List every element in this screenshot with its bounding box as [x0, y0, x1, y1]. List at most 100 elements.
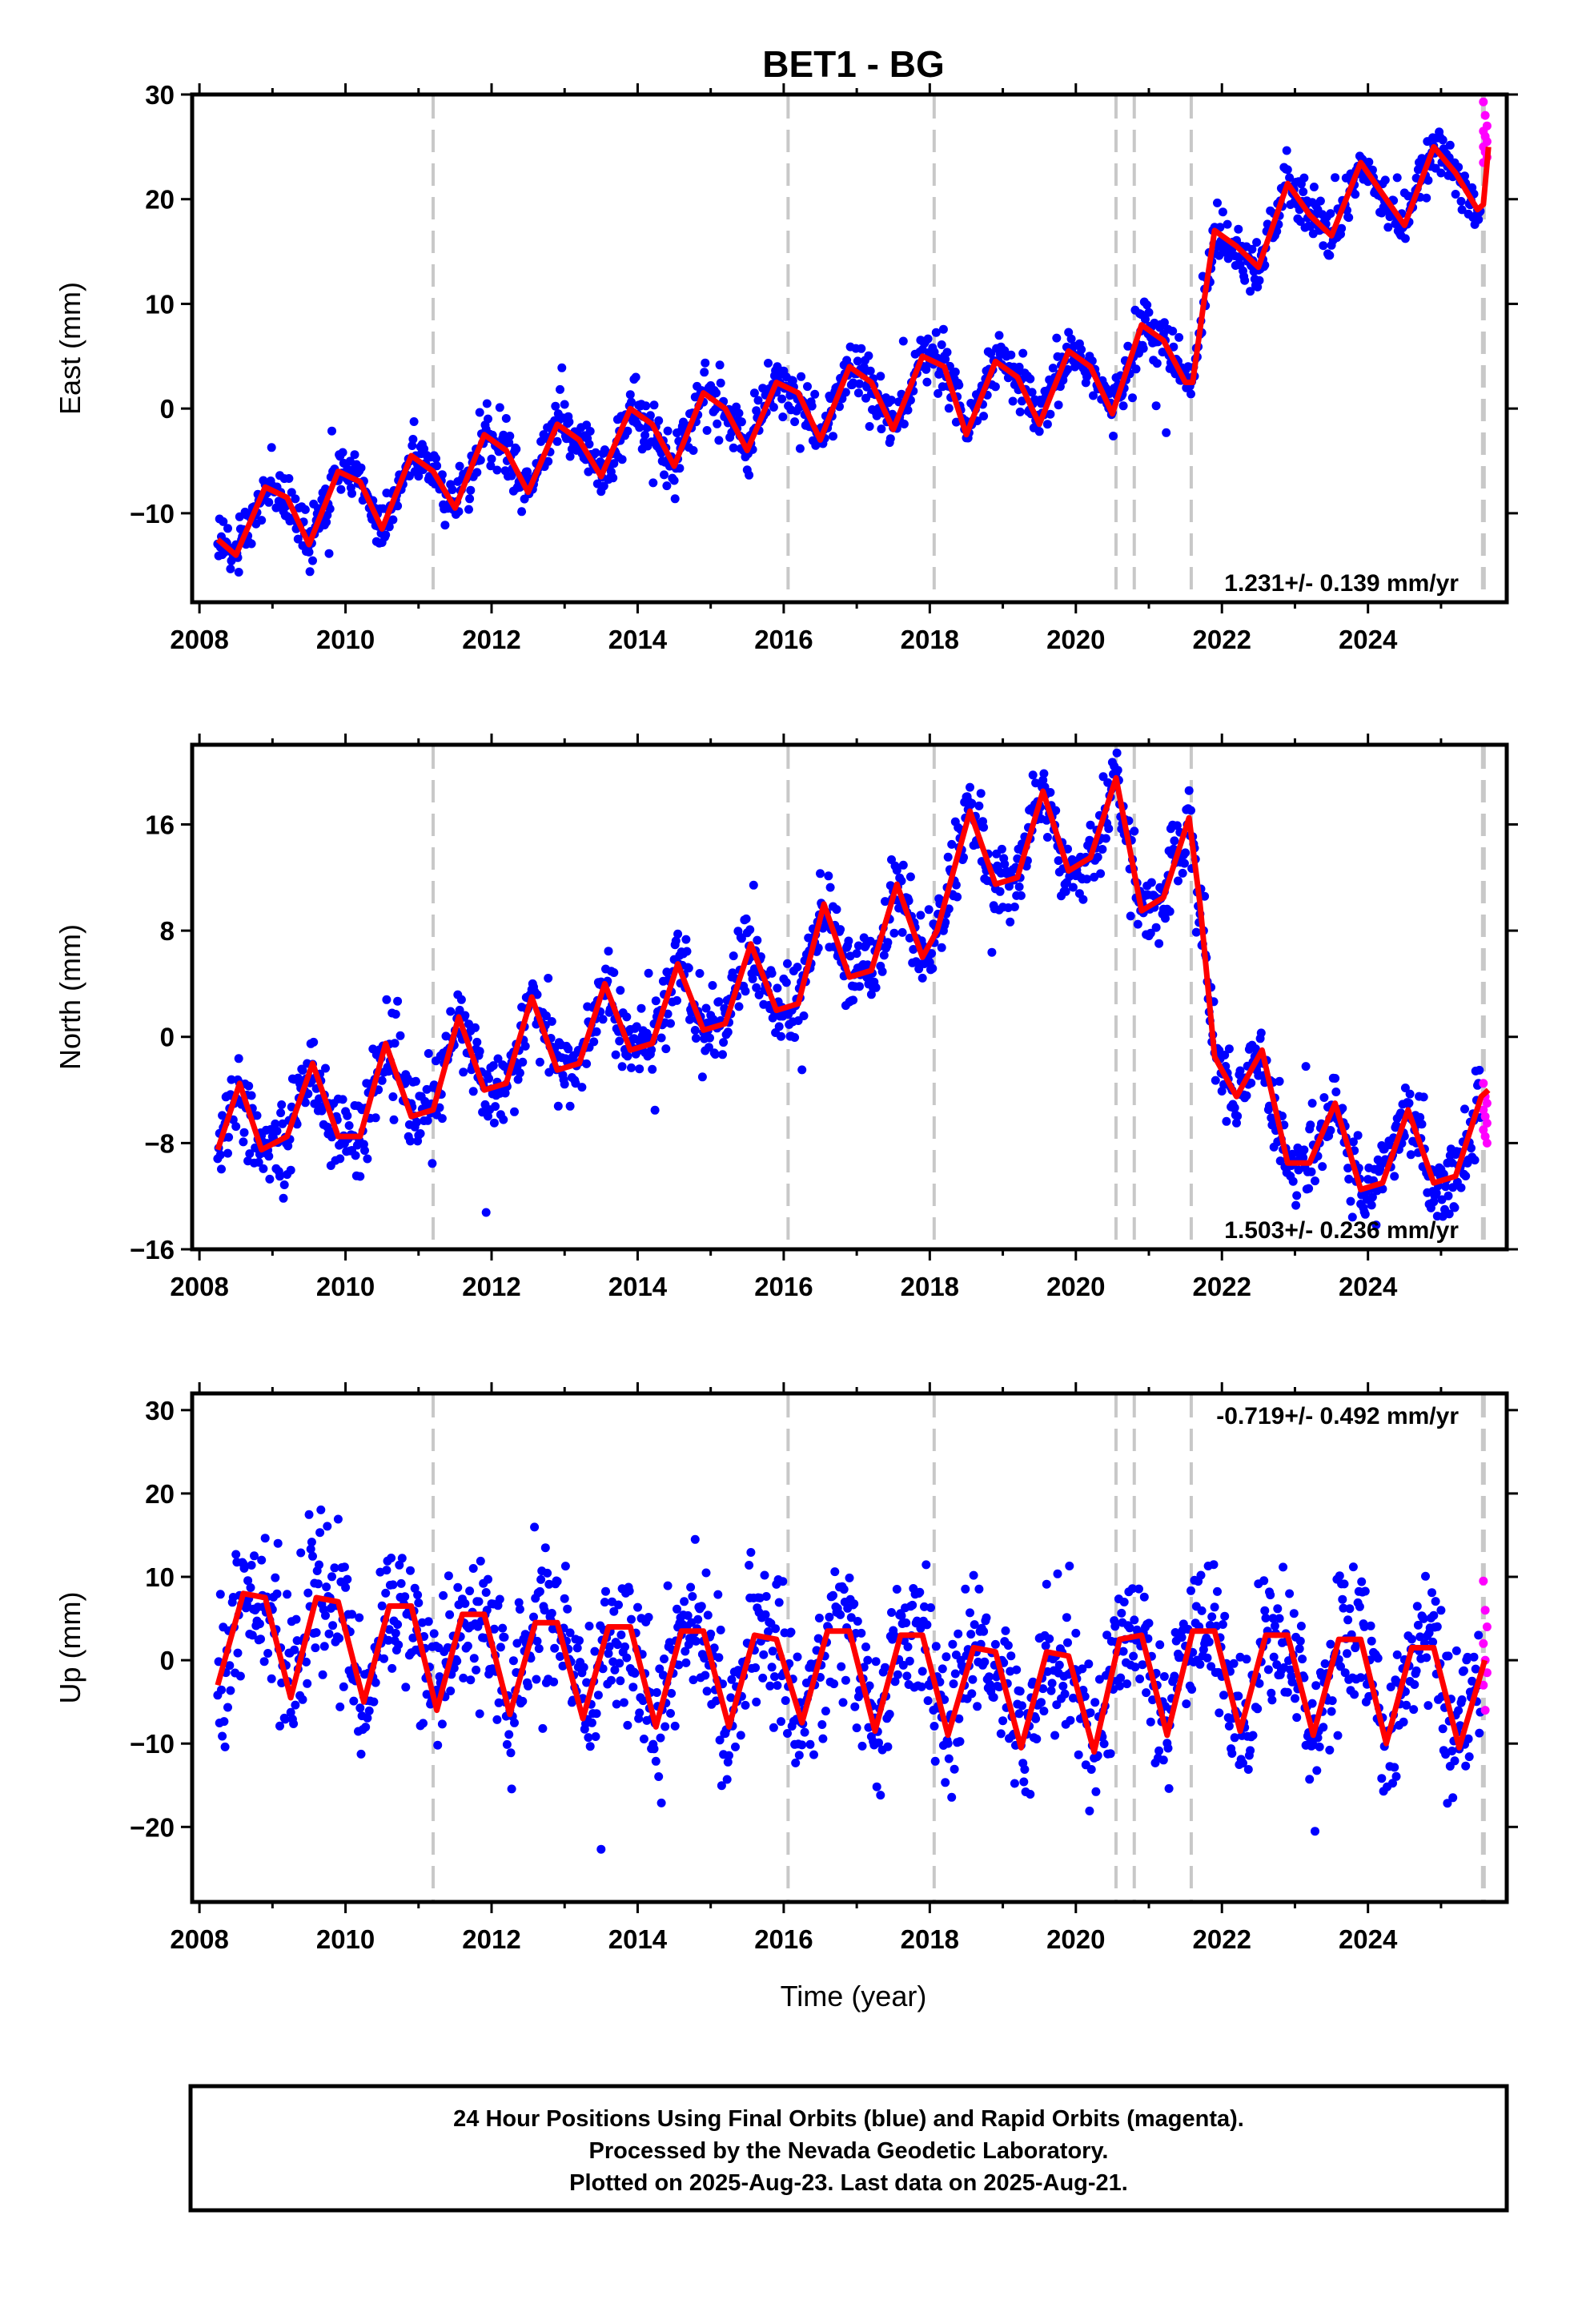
final-orbit-point: [302, 1657, 311, 1667]
final-orbit-point: [217, 1164, 226, 1174]
final-orbit-point: [979, 1626, 989, 1636]
final-orbit-point: [944, 904, 954, 914]
final-orbit-point: [433, 1740, 443, 1750]
final-orbit-point: [824, 871, 833, 881]
final-orbit-point: [1038, 1684, 1048, 1694]
final-orbit-point: [393, 501, 403, 511]
final-orbit-point: [459, 1068, 468, 1077]
final-orbit-point: [1296, 1622, 1306, 1630]
final-orbit-point: [967, 1689, 977, 1699]
final-orbit-point: [223, 1703, 232, 1712]
final-orbit-point: [408, 441, 417, 450]
y-tick-label: −20: [130, 1812, 175, 1842]
final-orbit-point: [920, 1602, 929, 1611]
final-orbit-point: [1421, 1571, 1430, 1581]
x-tick-label: 2020: [1046, 625, 1105, 654]
final-orbit-point: [1001, 1626, 1010, 1635]
final-orbit-point: [543, 1568, 552, 1578]
final-orbit-point: [1253, 1704, 1263, 1714]
final-orbit-point: [560, 1562, 570, 1571]
final-orbit-point: [400, 1592, 410, 1602]
final-orbit-point: [271, 1573, 280, 1582]
final-orbit-point: [489, 1624, 499, 1634]
final-orbit-point: [1019, 1777, 1029, 1787]
final-orbit-point: [432, 461, 442, 471]
final-orbit-point: [778, 1577, 788, 1586]
final-orbit-point: [502, 1739, 512, 1749]
final-orbit-point: [1031, 1714, 1041, 1723]
final-orbit-point: [1431, 1597, 1440, 1606]
final-orbit-point: [764, 1627, 773, 1636]
final-orbit-point: [414, 1598, 424, 1607]
final-orbit-point: [832, 905, 841, 915]
final-orbit-point: [1115, 1681, 1124, 1691]
final-orbit-point: [769, 403, 778, 412]
final-orbit-point: [390, 1039, 400, 1048]
final-orbit-point: [432, 454, 440, 463]
final-orbit-point: [1422, 1653, 1431, 1663]
final-orbit-point: [1130, 1663, 1140, 1672]
final-orbit-point: [484, 1574, 492, 1584]
final-orbit-point: [961, 1584, 970, 1594]
final-orbit-point: [950, 1764, 959, 1774]
final-orbit-point: [777, 394, 787, 404]
x-tick-label: 2020: [1046, 1924, 1105, 1954]
final-orbit-point: [226, 1686, 235, 1695]
final-orbit-point: [585, 427, 595, 436]
rapid-orbit-point: [1479, 1105, 1488, 1115]
x-tick-label: 2024: [1339, 1272, 1398, 1301]
final-orbit-point: [1031, 778, 1041, 788]
final-orbit-point: [1457, 1695, 1467, 1704]
final-orbit-point: [1082, 875, 1091, 884]
final-orbit-point: [489, 1118, 499, 1128]
final-orbit-point: [560, 1594, 569, 1603]
final-orbit-point: [593, 1691, 603, 1700]
final-orbit-point: [381, 530, 391, 540]
final-orbit-point: [830, 1567, 840, 1577]
final-orbit-point: [1186, 806, 1195, 815]
final-orbit-point: [683, 1610, 693, 1620]
final-orbit-point: [293, 534, 303, 544]
final-orbit-point: [619, 1698, 628, 1707]
final-orbit-point: [1223, 219, 1232, 229]
final-orbit-point: [1288, 1176, 1298, 1186]
final-orbit-point: [409, 417, 419, 426]
final-orbit-point: [942, 1652, 951, 1662]
final-orbit-point: [1222, 1116, 1231, 1126]
final-orbit-point: [499, 1115, 508, 1124]
final-orbit-point: [767, 1663, 777, 1672]
final-orbit-point: [1234, 224, 1243, 234]
final-orbit-point: [1042, 1579, 1051, 1589]
final-orbit-point: [1018, 1701, 1026, 1711]
final-orbit-point: [702, 1687, 712, 1696]
final-orbit-point: [532, 1675, 541, 1684]
final-orbit-point: [273, 1538, 283, 1548]
final-orbit-point: [1174, 876, 1182, 886]
final-orbit-point: [892, 1585, 901, 1594]
final-orbit-point: [938, 324, 948, 334]
final-orbit-point: [908, 1600, 917, 1610]
final-orbit-point: [475, 408, 484, 417]
final-orbit-point: [794, 1751, 804, 1760]
final-orbit-point: [289, 1719, 299, 1728]
final-orbit-point: [1427, 1588, 1436, 1598]
final-orbit-point: [309, 1037, 319, 1047]
final-orbit-point: [1135, 1675, 1145, 1683]
final-orbit-point: [889, 1630, 899, 1640]
final-orbit-point: [656, 1033, 666, 1043]
final-orbit-point: [538, 1723, 548, 1733]
final-orbit-point: [1213, 198, 1222, 207]
final-orbit-point: [736, 1731, 745, 1740]
rapid-orbit-point: [1479, 1680, 1488, 1690]
final-orbit-point: [469, 1654, 479, 1663]
final-orbit-point: [1118, 401, 1128, 411]
final-orbit-point: [515, 1068, 524, 1078]
final-orbit-point: [379, 1654, 388, 1663]
final-orbit-point: [333, 1514, 343, 1524]
final-orbit-point: [995, 887, 1005, 896]
final-orbit-point: [997, 844, 1006, 854]
final-orbit-point: [424, 1617, 433, 1626]
final-orbit-point: [252, 1111, 262, 1120]
final-orbit-point: [693, 1614, 703, 1624]
final-orbit-point: [500, 1632, 509, 1642]
